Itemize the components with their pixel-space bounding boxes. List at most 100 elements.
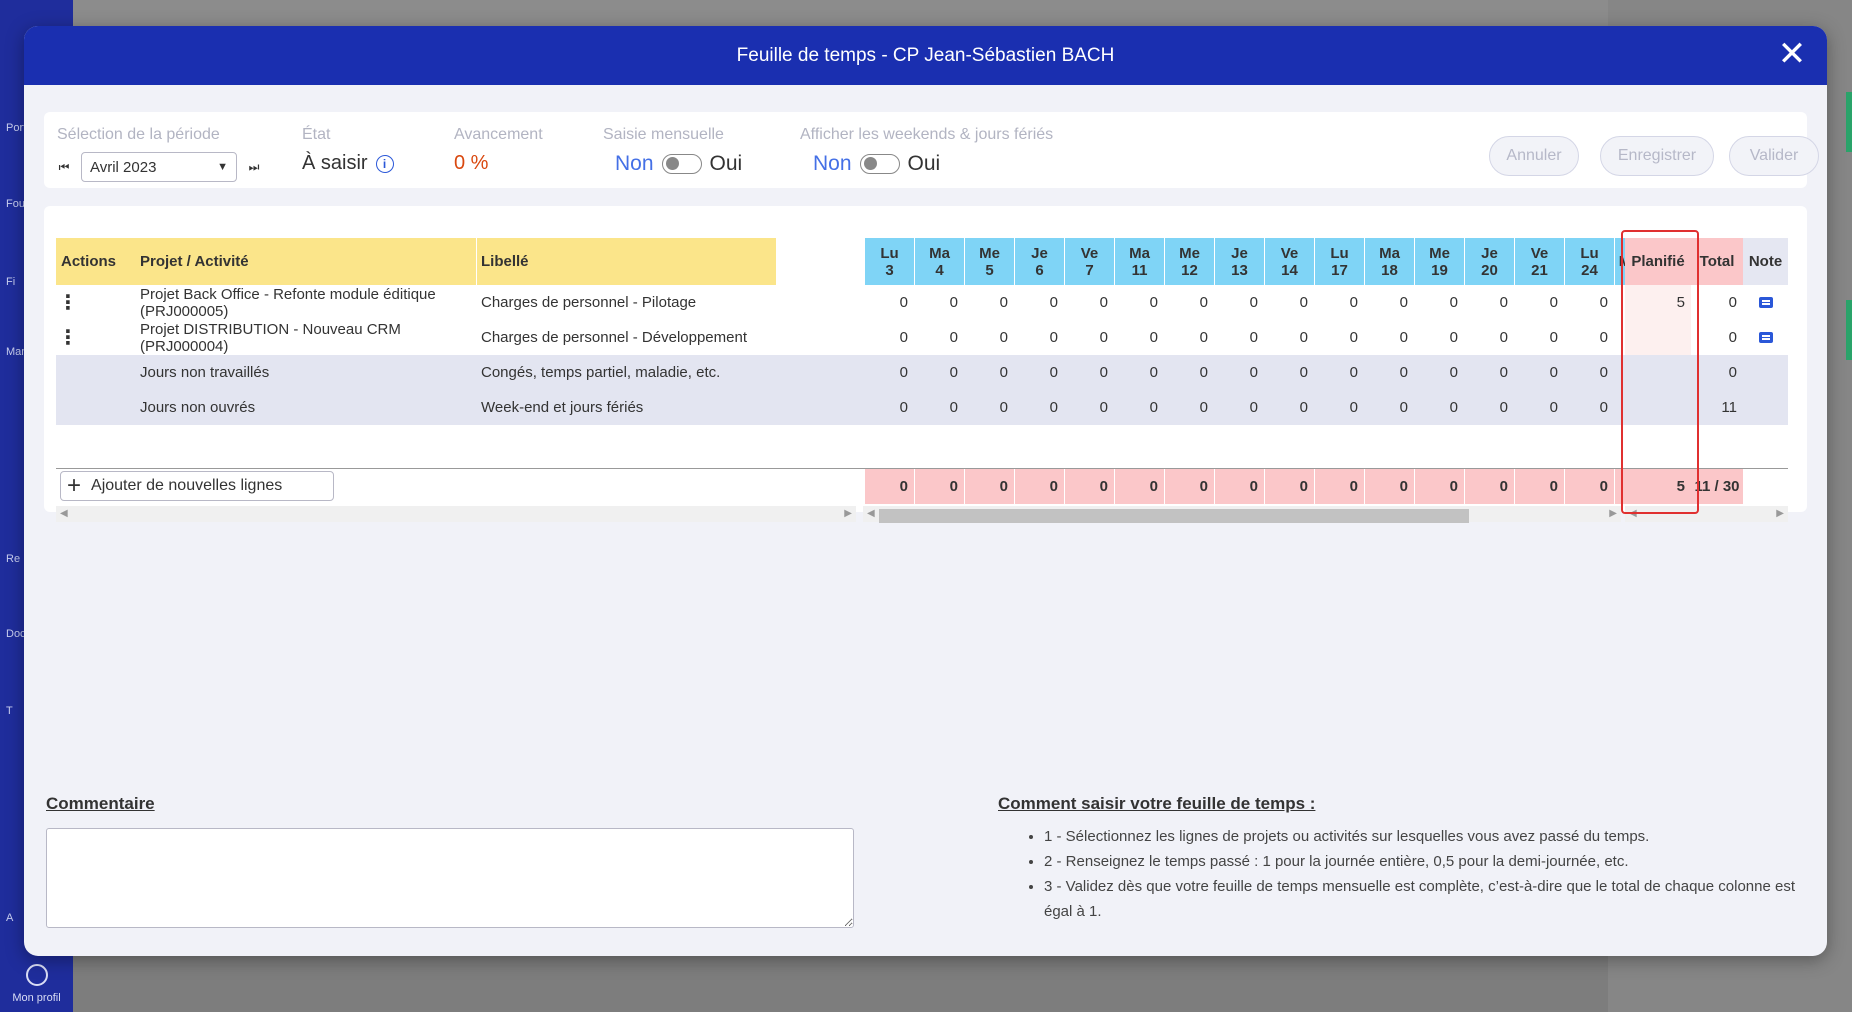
day-cell[interactable]: 0 <box>999 329 1008 346</box>
day-cell[interactable]: 0 <box>1249 329 1258 346</box>
header-label: Libellé <box>477 238 776 285</box>
day-name: Me <box>979 244 1000 262</box>
day-cell[interactable]: 0 <box>1299 294 1308 311</box>
day-cell[interactable]: 0 <box>949 294 958 311</box>
monthly-toggle[interactable] <box>661 154 702 174</box>
sidebar-item[interactable]: Man <box>6 346 28 358</box>
day-name: Lu <box>1330 244 1349 262</box>
progress-value: 0 % <box>454 152 489 174</box>
save-button[interactable]: Enregistrer <box>1600 136 1714 176</box>
header-day: Me 5 <box>965 238 1014 285</box>
weekends-toggle[interactable] <box>859 154 900 174</box>
header-day: Ve 14 <box>1265 238 1314 285</box>
day-cell: 0 <box>1449 364 1458 381</box>
note-cell[interactable] <box>1743 285 1788 320</box>
period-select[interactable]: Avril 2023 ▼ <box>81 152 237 182</box>
info-icon[interactable]: i <box>375 154 394 173</box>
scroll-left-icon[interactable]: ◀ <box>867 508 875 519</box>
scroll-right-icon[interactable]: ▶ <box>844 508 852 519</box>
day-cell: 0 <box>1399 364 1408 381</box>
note-cell[interactable] <box>1743 320 1788 355</box>
day-cell[interactable]: 0 <box>1399 294 1408 311</box>
add-lines-button[interactable]: + Ajouter de nouvelles lignes <box>60 471 334 501</box>
sidebar-item[interactable]: Doc <box>6 628 26 640</box>
scroll-left-icon[interactable]: ◀ <box>60 508 68 519</box>
day-cell[interactable]: 0 <box>1199 294 1208 311</box>
day-number: 24 <box>1581 261 1598 279</box>
weekends-label: Afficher les weekends & jours fériés <box>800 126 1054 143</box>
scroll-thumb[interactable] <box>879 509 1469 523</box>
day-cell[interactable]: 0 <box>1549 329 1558 346</box>
help-title: Comment saisir votre feuille de temps : <box>998 794 1316 813</box>
day-cell[interactable]: 0 <box>1049 329 1058 346</box>
next-period-icon[interactable]: ⏭ <box>248 159 260 174</box>
row-project: Jours non ouvrés <box>140 399 256 416</box>
day-cell[interactable]: 0 <box>1099 294 1108 311</box>
row-actions[interactable]: ⋮ <box>56 285 80 320</box>
day-cell[interactable]: 0 <box>1199 329 1208 346</box>
day-cell[interactable]: 0 <box>1349 294 1358 311</box>
day-cell[interactable]: 0 <box>1399 329 1408 346</box>
day-cell[interactable]: 0 <box>1599 294 1608 311</box>
day-cell[interactable]: 0 <box>949 329 958 346</box>
modal-header: Feuille de temps - CP Jean-Sébastien BAC… <box>24 26 1827 85</box>
header-day: Je 13 <box>1215 238 1264 285</box>
comment-icon[interactable] <box>1758 297 1773 308</box>
sidebar-item[interactable]: Fou <box>6 198 25 210</box>
day-cell[interactable]: 0 <box>899 294 908 311</box>
period-control: Sélection de la période ⏮ Avril 2023 ▼ ⏭ <box>57 126 261 182</box>
sidebar-item[interactable]: Re <box>6 553 21 565</box>
day-cell[interactable]: 0 <box>1549 294 1558 311</box>
day-cell: 0 <box>1149 399 1158 416</box>
background-accent <box>1846 92 1852 152</box>
sidebar-item[interactable]: T <box>6 705 13 717</box>
day-cell[interactable]: 0 <box>999 294 1008 311</box>
footer-total: 11 / 30 <box>1691 469 1743 504</box>
scroll-right-icon[interactable]: ▶ <box>1776 508 1784 519</box>
day-cell[interactable]: 0 <box>1599 329 1608 346</box>
comment-input[interactable] <box>46 828 854 928</box>
header-day: Lu 17 <box>1315 238 1364 285</box>
close-button[interactable]: ✕ <box>1775 37 1809 72</box>
day-cell: 0 <box>1449 399 1458 416</box>
day-number: 17 <box>1331 261 1348 279</box>
footer-day-total <box>1615 469 1625 504</box>
day-cell[interactable]: 0 <box>1249 294 1258 311</box>
profile-menu[interactable]: Mon profil <box>0 964 73 1004</box>
day-cell[interactable]: 0 <box>1049 294 1058 311</box>
monthly-label: Saisie mensuelle <box>603 126 724 143</box>
day-cell[interactable]: 0 <box>1449 329 1458 346</box>
row-actions[interactable]: ⋮ <box>56 320 80 355</box>
sidebar-item[interactable]: Fi <box>6 276 16 288</box>
day-number: 20 <box>1481 261 1498 279</box>
day-cell: 0 <box>1249 364 1258 381</box>
sidebar-item[interactable]: A <box>6 912 14 924</box>
day-name: Ma <box>1129 244 1150 262</box>
day-cell[interactable]: 0 <box>1299 329 1308 346</box>
day-cell: 0 <box>1549 364 1558 381</box>
footer-day-total: 0 <box>1415 469 1464 504</box>
comment-icon[interactable] <box>1758 332 1773 343</box>
previous-period-icon[interactable]: ⏮ <box>58 159 70 174</box>
row-label: Congés, temps partiel, maladie, etc. <box>481 364 721 381</box>
day-cell: 0 <box>999 399 1008 416</box>
day-number: 4 <box>935 261 944 279</box>
cancel-button[interactable]: Annuler <box>1489 136 1579 176</box>
day-cell[interactable]: 0 <box>1349 329 1358 346</box>
day-cell[interactable]: 0 <box>1499 294 1508 311</box>
validate-button[interactable]: Valider <box>1729 136 1819 176</box>
sidebar-item[interactable]: Port <box>6 122 27 134</box>
left-scrollbar[interactable]: ◀ ▶ <box>56 506 856 522</box>
days-scrollbar[interactable]: ◀ ▶ <box>863 506 1621 523</box>
day-cell[interactable]: 0 <box>1099 329 1108 346</box>
header-day: Ve 21 <box>1515 238 1564 285</box>
day-cell: 0 <box>949 364 958 381</box>
weekends-control: Afficher les weekends & jours fériés Non… <box>800 126 1053 176</box>
day-cell[interactable]: 0 <box>1449 294 1458 311</box>
day-cell[interactable]: 0 <box>1149 329 1158 346</box>
footer-day-total: 0 <box>1365 469 1414 504</box>
scroll-right-icon[interactable]: ▶ <box>1609 508 1617 519</box>
day-cell[interactable]: 0 <box>899 329 908 346</box>
day-cell[interactable]: 0 <box>1149 294 1158 311</box>
day-cell[interactable]: 0 <box>1499 329 1508 346</box>
